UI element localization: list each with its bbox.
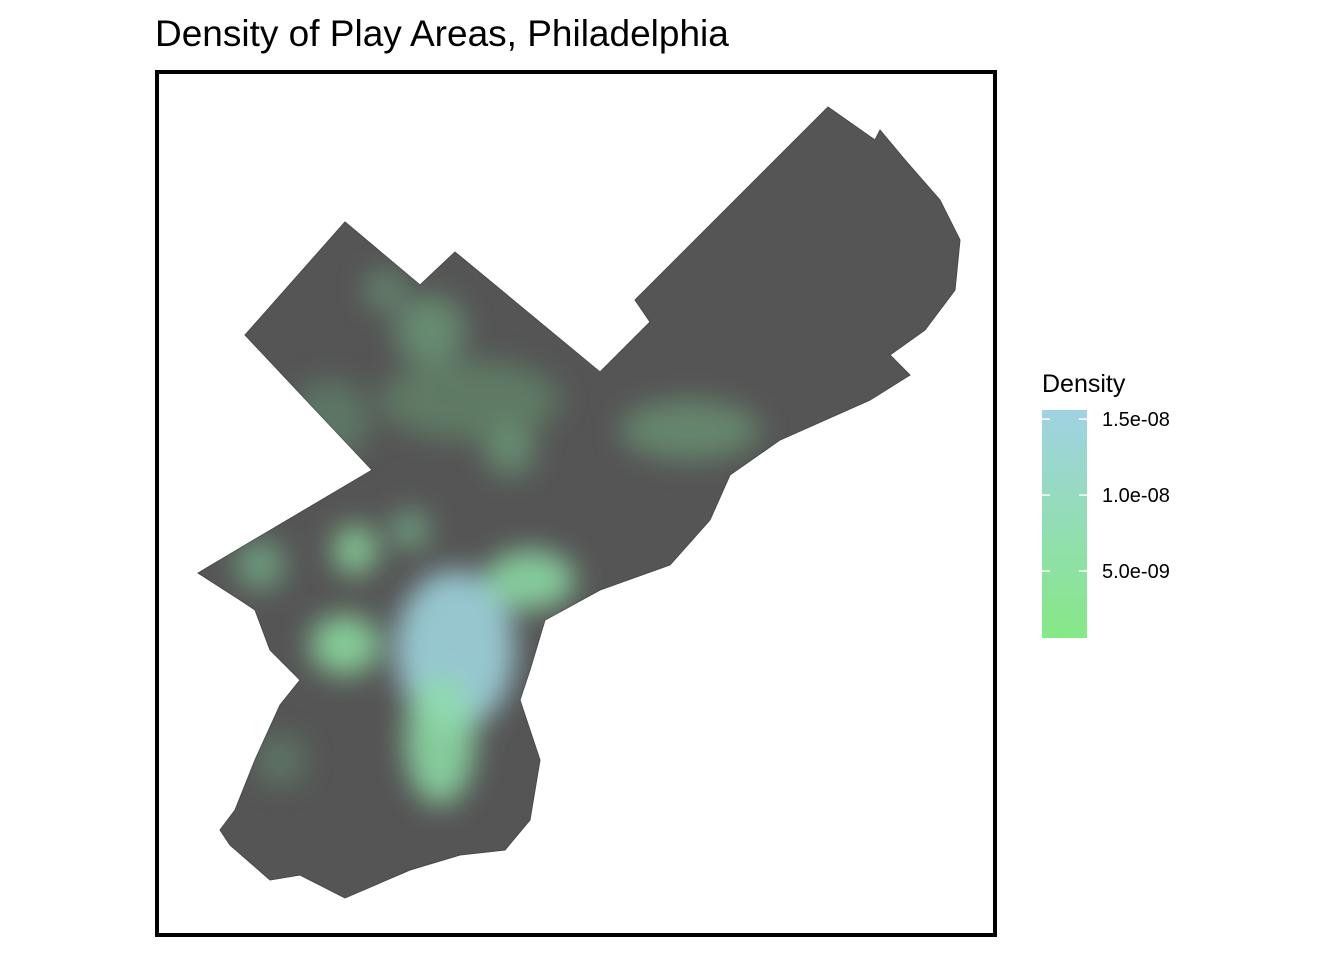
- density-blob: [235, 540, 285, 590]
- density-blob: [380, 360, 560, 440]
- density-blob: [395, 295, 465, 365]
- density-blob: [390, 510, 430, 550]
- density-blob: [310, 615, 380, 675]
- density-blob: [255, 735, 305, 785]
- colorbar: [1042, 410, 1087, 638]
- density-blob: [485, 550, 575, 610]
- density-blob: [365, 270, 405, 310]
- density-blob: [620, 400, 760, 460]
- density-blob: [405, 675, 475, 805]
- chart-title: Density of Play Areas, Philadelphia: [155, 13, 729, 54]
- legend-tick-label: 5.0e-09: [1102, 561, 1170, 583]
- legend-title: Density: [1042, 370, 1126, 398]
- city-map: [197, 106, 961, 899]
- density-blob: [333, 525, 377, 575]
- legend-tick-label: 1.0e-08: [1102, 485, 1170, 507]
- density-surface: [235, 270, 760, 805]
- legend-tick-label: 1.5e-08: [1102, 409, 1170, 431]
